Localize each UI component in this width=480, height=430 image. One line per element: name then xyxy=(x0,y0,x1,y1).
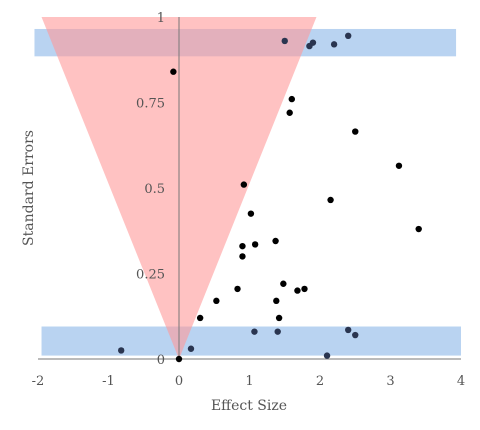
data-point-8 xyxy=(286,109,293,116)
x-tick-label-2: -1 xyxy=(102,374,115,389)
y-tick-labels: 0 0.25 0.5 0.75 1 xyxy=(136,11,165,368)
x-tick-labels: -2 -1 0 1 2 3 4 xyxy=(32,374,465,389)
data-point-4 xyxy=(330,41,338,48)
data-point-9 xyxy=(352,128,359,135)
x-tick-label-6: 3 xyxy=(386,374,394,389)
y-tick-label-2: 0.25 xyxy=(136,268,165,283)
data-point-31 xyxy=(251,328,258,335)
data-point-16 xyxy=(251,241,259,248)
data-point-3 xyxy=(309,39,317,46)
y-tick-label-5: 1 xyxy=(157,11,165,26)
data-point-32 xyxy=(274,328,281,335)
x-tick-label-7: 4 xyxy=(457,374,465,389)
data-point-24 xyxy=(273,297,280,305)
x-axis-label: Effect Size xyxy=(211,398,287,414)
data-point-18 xyxy=(239,253,246,260)
x-tick-label-5: 2 xyxy=(316,374,324,389)
x-tick-label-3: 0 xyxy=(175,374,183,389)
axes xyxy=(38,17,461,360)
highlight-band-2 xyxy=(41,326,462,356)
data-point-29 xyxy=(117,347,125,354)
data-point-27 xyxy=(323,352,331,359)
data-point-7 xyxy=(288,95,295,103)
data-point-22 xyxy=(234,285,241,293)
data-point-23 xyxy=(213,297,220,305)
data-point-14 xyxy=(415,225,422,233)
data-point-20 xyxy=(294,287,301,294)
data-points xyxy=(117,32,422,363)
x-tick-label-1: -2 xyxy=(32,374,45,389)
data-point-5 xyxy=(345,32,352,40)
data-point-17 xyxy=(272,237,279,245)
x-tick-label-4: 1 xyxy=(245,374,253,389)
y-tick-label-4: 0.75 xyxy=(136,97,165,112)
y-axis-label: Standard Errors xyxy=(21,130,37,246)
data-point-13 xyxy=(247,210,255,217)
data-point-33 xyxy=(345,326,352,334)
data-point-19 xyxy=(280,280,287,287)
data-point-21 xyxy=(301,285,308,293)
data-point-1 xyxy=(281,37,288,45)
data-point-12 xyxy=(327,196,334,204)
data-point-26 xyxy=(275,314,283,322)
y-tick-label-3: 0.5 xyxy=(144,182,165,197)
data-point-34 xyxy=(352,331,359,339)
data-point-6 xyxy=(170,68,177,75)
data-point-30 xyxy=(187,345,195,352)
data-point-10 xyxy=(395,162,403,169)
data-point-11 xyxy=(240,181,248,188)
data-point-25 xyxy=(196,314,204,322)
data-point-28 xyxy=(175,355,183,363)
data-point-15 xyxy=(239,242,246,250)
y-tick-label-1: 0 xyxy=(157,353,165,368)
